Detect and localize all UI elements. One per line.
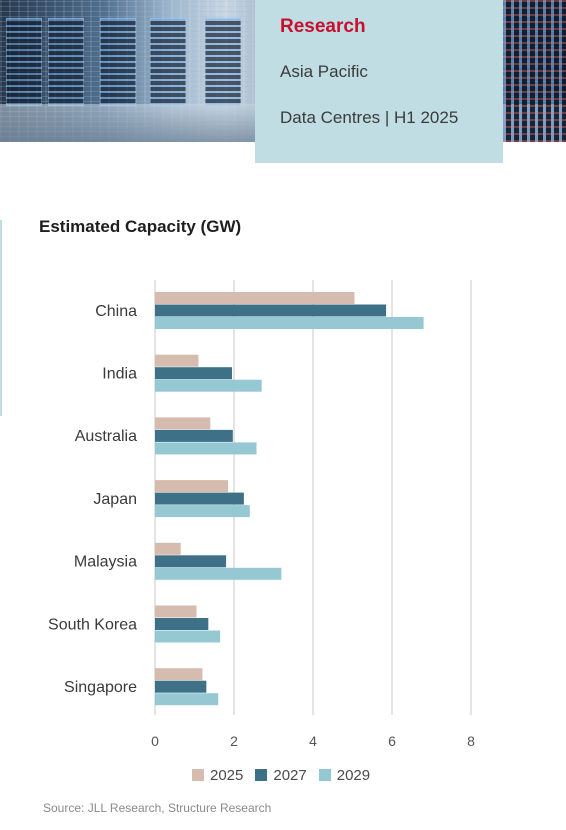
bar-2027 [155, 555, 227, 568]
category-label: Singapore [64, 679, 137, 696]
x-tick-label: 0 [151, 733, 159, 749]
bar-2025 [155, 480, 229, 493]
bar-2027 [155, 492, 244, 505]
bar-2025 [155, 542, 181, 555]
bar-2025 [155, 668, 203, 681]
capacity-bar-chart: 0 2 4 6 8 China India Australia Japan Malaysia Sou… [48, 280, 475, 749]
bar-2029 [155, 317, 424, 329]
bar-2029 [155, 505, 250, 518]
category-label: Japan [93, 491, 137, 508]
hero-image-right [503, 0, 566, 142]
x-tick-label: 4 [309, 733, 317, 749]
bar-2025 [155, 605, 197, 618]
x-tick-label: 2 [230, 733, 238, 749]
bar-2029 [155, 693, 219, 706]
bar-2025 [155, 417, 211, 430]
server-rack [48, 18, 84, 106]
bar-2027 [155, 429, 233, 442]
x-tick-label: 6 [388, 733, 396, 749]
bar-2029 [155, 379, 262, 392]
chart-legend: 2025 2027 2029 [192, 765, 382, 785]
server-rack [100, 18, 136, 106]
server-rack [150, 18, 186, 106]
legend-label: 2027 [273, 766, 307, 784]
bar-2027 [155, 367, 233, 380]
legend-label: 2029 [336, 766, 371, 784]
category-label: China [95, 303, 137, 320]
x-tick-label: 8 [467, 733, 475, 749]
bar-2025 [155, 354, 199, 367]
bar-2025 [155, 292, 355, 304]
left-accent-bar [0, 220, 2, 416]
region-label: Asia Pacific [280, 62, 368, 81]
category-label: South Korea [48, 616, 137, 633]
bar-2029 [155, 442, 257, 455]
server-rack [6, 18, 42, 106]
category-label: Australia [75, 428, 137, 445]
bar-2029 [155, 630, 221, 643]
legend-item: 2025 [192, 767, 243, 784]
legend-swatch-2025 [192, 769, 204, 781]
bar-2027 [155, 618, 209, 630]
legend-label: 2025 [210, 766, 244, 784]
server-rack [205, 18, 241, 106]
section-label: Research [280, 16, 366, 37]
bar-2027 [155, 304, 387, 317]
legend-item: 2027 [255, 766, 307, 784]
bar-2029 [155, 567, 282, 580]
report-label: Data Centres | H1 2025 [280, 108, 459, 127]
legend-swatch-2027 [255, 769, 268, 781]
title-card: Research Asia Pacific Data Centres | H1 … [255, 0, 503, 163]
category-label: Malaysia [74, 554, 137, 571]
chart-title: Estimated Capacity (GW) [39, 217, 242, 236]
bar-2027 [155, 680, 207, 693]
category-label: India [102, 365, 137, 382]
legend-item: 2029 [318, 766, 371, 784]
source-note: Source: JLL Research, Structure Research [43, 801, 272, 815]
legend-swatch-2029 [318, 769, 331, 781]
